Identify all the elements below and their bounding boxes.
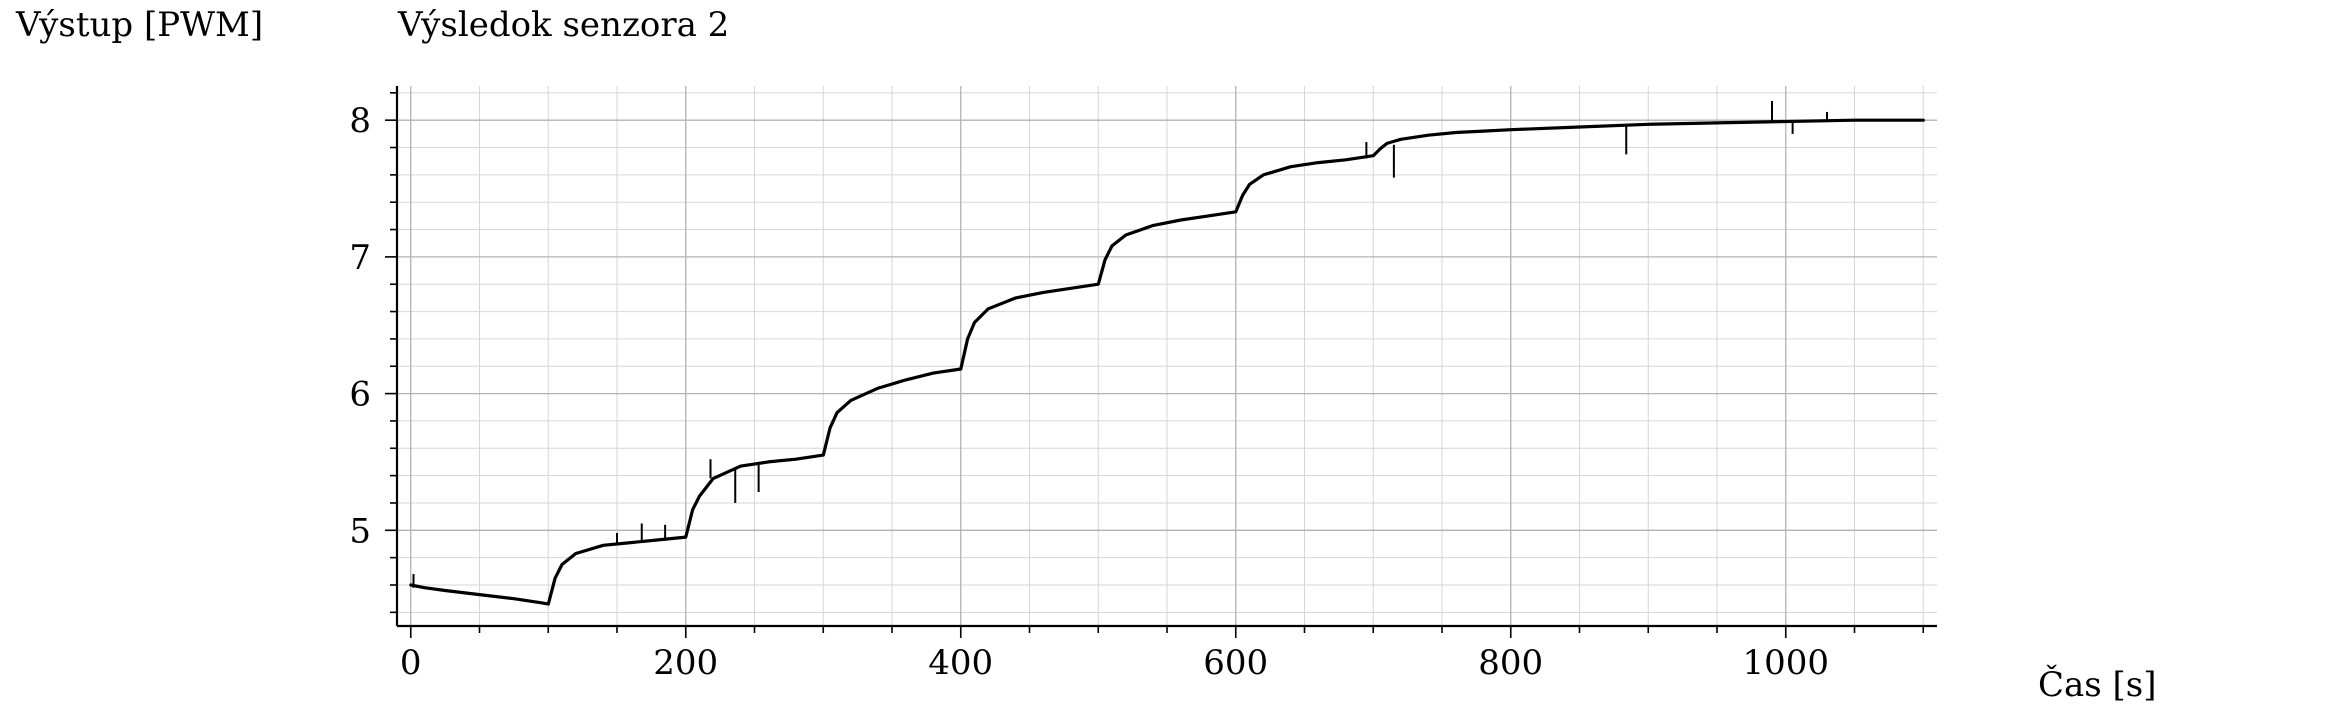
data-point bbox=[1317, 161, 1320, 164]
x-tick-label: 400 bbox=[928, 643, 993, 683]
data-point bbox=[794, 458, 797, 461]
data-point bbox=[1784, 120, 1787, 123]
data-point bbox=[554, 577, 557, 580]
data-point bbox=[1454, 131, 1457, 134]
data-point bbox=[904, 379, 907, 381]
data-series-line bbox=[409, 118, 1925, 606]
data-point bbox=[973, 321, 976, 324]
data-point bbox=[1111, 245, 1113, 247]
data-point bbox=[1069, 287, 1072, 290]
data-point bbox=[1104, 258, 1107, 261]
x-axis-label: Čas [s] bbox=[2038, 664, 2157, 705]
data-point bbox=[1482, 130, 1485, 133]
data-point bbox=[1124, 234, 1127, 236]
data-point bbox=[1248, 183, 1251, 186]
data-point bbox=[1241, 194, 1244, 197]
data-point bbox=[1344, 158, 1347, 161]
x-tick-label: 600 bbox=[1203, 643, 1268, 683]
data-point bbox=[409, 584, 412, 586]
data-point bbox=[1509, 128, 1512, 131]
data-point bbox=[739, 465, 742, 467]
data-point bbox=[512, 597, 515, 600]
data-point bbox=[561, 563, 563, 566]
data-point bbox=[1262, 173, 1265, 176]
x-tick-label: 1000 bbox=[1742, 643, 1829, 683]
data-point bbox=[1386, 142, 1388, 145]
series-layer bbox=[409, 101, 1925, 606]
y-tick-label: 5 bbox=[349, 511, 371, 551]
x-tick-label: 0 bbox=[400, 643, 422, 683]
data-point bbox=[1042, 291, 1045, 294]
x-tick-label: 200 bbox=[653, 643, 718, 683]
data-point bbox=[767, 461, 770, 463]
data-point bbox=[712, 477, 715, 480]
axes-layer bbox=[385, 86, 1937, 638]
data-point bbox=[1097, 283, 1100, 286]
data-point bbox=[1716, 122, 1718, 124]
data-point bbox=[1427, 134, 1430, 137]
data-point bbox=[1853, 119, 1856, 122]
major-grid bbox=[397, 86, 1937, 626]
data-point bbox=[1578, 126, 1581, 128]
y-tick-label: 8 bbox=[349, 101, 371, 141]
data-point bbox=[602, 544, 605, 547]
data-point bbox=[1207, 214, 1210, 217]
data-point bbox=[1289, 165, 1292, 168]
data-point bbox=[877, 387, 880, 390]
data-point bbox=[836, 411, 838, 414]
data-point bbox=[822, 454, 825, 457]
data-point bbox=[1399, 138, 1402, 141]
data-point bbox=[423, 586, 426, 589]
data-point bbox=[849, 399, 852, 402]
data-point bbox=[1179, 219, 1182, 221]
data-point bbox=[629, 541, 632, 544]
y-axis-label: Výstup [PWM] bbox=[15, 5, 263, 45]
data-point bbox=[1647, 123, 1650, 126]
data-point bbox=[547, 603, 550, 606]
data-point bbox=[1372, 154, 1375, 157]
labels-layer: Výstup [PWM] Výsledok senzora 2 Čas [s] … bbox=[15, 5, 2157, 705]
data-point bbox=[684, 536, 687, 539]
data-point bbox=[1379, 147, 1382, 150]
data-point bbox=[959, 368, 962, 370]
data-point bbox=[987, 307, 990, 310]
x-tick-label: 800 bbox=[1478, 643, 1543, 683]
data-point bbox=[657, 538, 660, 541]
data-point bbox=[1922, 119, 1925, 122]
data-point bbox=[966, 338, 969, 340]
data-point bbox=[478, 593, 481, 596]
data-point bbox=[1014, 296, 1017, 299]
data-point bbox=[540, 601, 543, 604]
minor-grid bbox=[397, 86, 1937, 626]
data-point bbox=[829, 426, 832, 429]
data-point bbox=[1234, 210, 1237, 213]
data-point bbox=[574, 552, 577, 555]
data-point bbox=[932, 372, 935, 374]
y-tick-label: 6 bbox=[349, 375, 371, 415]
data-point bbox=[444, 589, 447, 592]
data-point bbox=[1152, 224, 1155, 227]
y-tick-label: 7 bbox=[349, 238, 371, 278]
chart-title: Výsledok senzora 2 bbox=[397, 5, 729, 45]
data-point bbox=[691, 508, 694, 511]
data-point bbox=[698, 495, 701, 498]
